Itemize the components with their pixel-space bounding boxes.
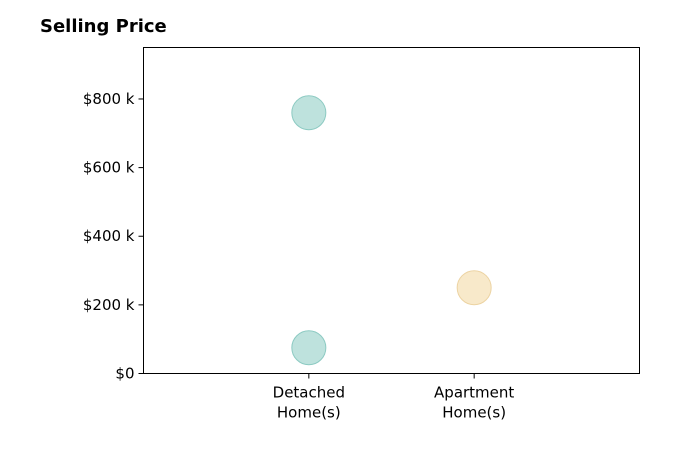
data-point <box>291 330 327 366</box>
y-tick-label: $0 <box>115 365 134 383</box>
x-tick-label: Apartment Home(s) <box>434 384 514 422</box>
data-points <box>291 95 492 366</box>
y-axis: $0 $200 k $400 k $600 k $800 k <box>83 90 144 383</box>
y-tick-label: $800 k <box>83 90 135 108</box>
x-tick-label-line: Home(s) <box>442 404 506 422</box>
y-tick-label: $200 k <box>83 296 135 314</box>
plot-frame <box>143 47 640 374</box>
x-axis: Detached Home(s) Apartment Home(s) <box>273 373 514 422</box>
x-tick-label-line: Home(s) <box>277 404 341 422</box>
data-point <box>291 95 327 131</box>
data-point <box>456 270 492 306</box>
y-tick-label: $400 k <box>83 227 135 245</box>
x-tick-label: Detached Home(s) <box>273 384 345 422</box>
x-tick-label-line: Apartment <box>434 384 514 402</box>
y-tick-label: $600 k <box>83 159 135 177</box>
chart-title: Selling Price <box>40 16 167 37</box>
x-tick-label-line: Detached <box>273 384 345 402</box>
